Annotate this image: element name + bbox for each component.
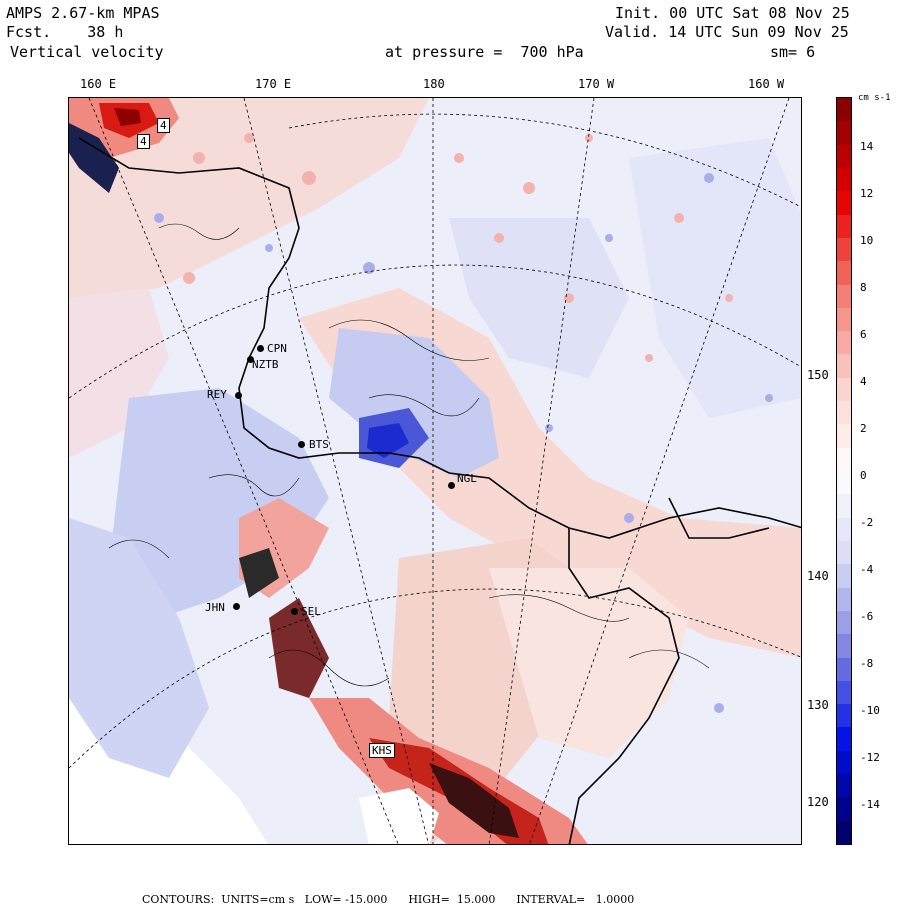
- smoothing: sm= 6: [770, 43, 816, 61]
- colorbar-bin: [837, 727, 851, 752]
- init-time: Init. 00 UTC Sat 08 Nov 25: [615, 4, 850, 22]
- colorbar-bin: [837, 261, 851, 285]
- station-label: KHS: [369, 743, 395, 758]
- colorbar-bin: [837, 774, 851, 798]
- colorbar-bin: [837, 401, 851, 425]
- colorbar-unit: cm s-1: [858, 93, 891, 103]
- colorbar-tick-label: 12: [860, 187, 874, 200]
- colorbar: [836, 97, 852, 845]
- station-marker: [247, 356, 254, 363]
- colorbar-bin: [837, 610, 851, 635]
- station-label: BTS: [309, 438, 329, 451]
- station-label: NGL: [457, 472, 477, 485]
- colorbar-tick-label: 8: [860, 281, 867, 294]
- station-marker: [291, 608, 298, 615]
- field-name: Vertical velocity: [10, 43, 164, 61]
- colorbar-bin: [837, 98, 851, 122]
- colorbar-bin: [837, 820, 851, 845]
- colorbar-bin: [837, 331, 851, 355]
- forecast-hour: Fcst. 38 h: [6, 23, 124, 41]
- colorbar-bin: [837, 121, 851, 146]
- colorbar-bin: [837, 471, 851, 495]
- colorbar-bin: [837, 447, 851, 472]
- colorbar-bin: [837, 354, 851, 379]
- station-label: CPN: [267, 342, 287, 355]
- colorbar-tick-label: 14: [860, 140, 874, 153]
- station-label: NZTB: [252, 358, 279, 371]
- colorbar-bin: [837, 424, 851, 449]
- colorbar-bin: [837, 214, 851, 239]
- lon-label: 160 W: [748, 77, 785, 91]
- station-marker: [448, 482, 455, 489]
- station-marker: [235, 392, 242, 399]
- colorbar-bin: [837, 540, 851, 565]
- colorbar-tick-label: -2: [860, 516, 874, 529]
- valid-time: Valid. 14 UTC Sun 09 Nov 25: [605, 23, 849, 41]
- station-marker: [298, 441, 305, 448]
- colorbar-bin: [837, 377, 851, 402]
- colorbar-bin: [837, 657, 851, 682]
- colorbar-bin: [837, 144, 851, 169]
- contour-label: 4: [137, 134, 150, 149]
- colorbar-bin: [837, 797, 851, 822]
- colorbar-bin: [837, 494, 851, 519]
- colorbar-tick-label: -14: [860, 798, 880, 811]
- pressure-level: at pressure = 700 hPa: [385, 43, 584, 61]
- colorbar-tick-label: 2: [860, 422, 867, 435]
- lat-label: 150 W: [806, 368, 845, 382]
- station-label: SEL: [301, 605, 321, 618]
- colorbar-bin: [837, 750, 851, 775]
- colorbar-tick-label: -4: [860, 563, 874, 576]
- lon-label: 160 E: [80, 77, 117, 91]
- colorbar-bin: [837, 307, 851, 332]
- colorbar-bin: [837, 237, 851, 262]
- colorbar-tick-label: -6: [860, 610, 874, 623]
- lon-label: 180: [423, 77, 445, 91]
- station-label: REY: [207, 388, 227, 401]
- colorbar-bin: [837, 680, 851, 705]
- colorbar-tick-label: -10: [860, 704, 880, 717]
- colorbar-bin: [837, 167, 851, 192]
- station-marker: [233, 603, 240, 610]
- colorbar-bin: [837, 517, 851, 542]
- colorbar-bin: [837, 284, 851, 309]
- colorbar-tick-label: 10: [860, 234, 874, 247]
- colorbar-tick-label: 0: [860, 469, 867, 482]
- colorbar-tick-label: 6: [860, 328, 867, 341]
- contours-footer: CONTOURS: UNITS=cm s LOW= -15.000 HIGH= …: [135, 880, 634, 906]
- map-field-svg: [69, 98, 801, 844]
- colorbar-bin: [837, 564, 851, 589]
- colorbar-bin: [837, 634, 851, 658]
- lon-label: 170 E: [255, 77, 292, 91]
- model-title: AMPS 2.67-km MPAS: [6, 4, 160, 22]
- station-label: JHN: [205, 601, 225, 614]
- colorbar-bin: [837, 587, 851, 612]
- lon-label: 170 W: [578, 77, 615, 91]
- colorbar-bin: [837, 191, 851, 216]
- colorbar-tick-label: -12: [860, 751, 880, 764]
- station-marker: [257, 345, 264, 352]
- vertical-velocity-map: 4 4 CPN NZTB REY BTS NGL JHN SEL KHS 150…: [68, 97, 802, 845]
- colorbar-tick-label: 4: [860, 375, 867, 388]
- contour-label: 4: [157, 118, 170, 133]
- colorbar-bin: [837, 704, 851, 728]
- colorbar-tick-label: -8: [860, 657, 874, 670]
